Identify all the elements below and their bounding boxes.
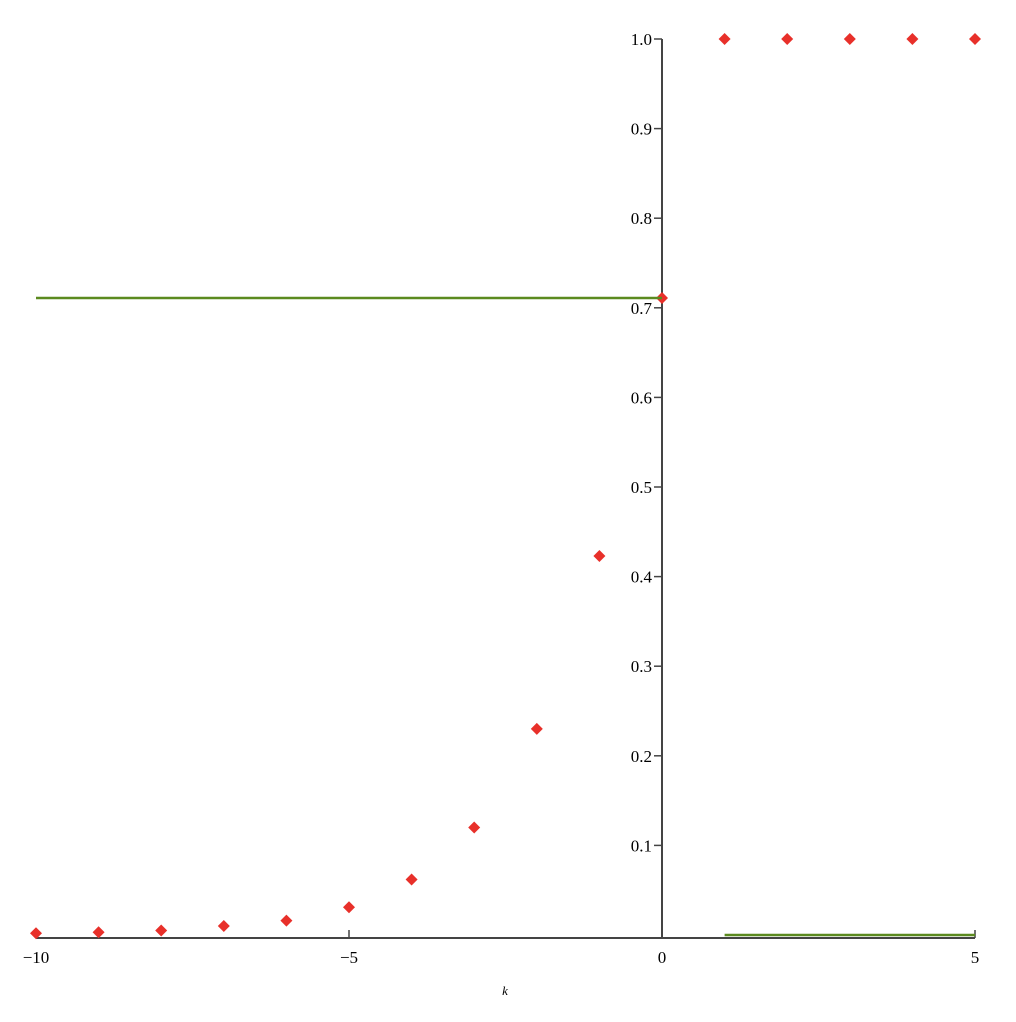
y-tick-label: 0.9 <box>631 120 652 139</box>
point <box>843 33 856 45</box>
y-tick-label: 0.8 <box>631 209 652 228</box>
x-axis-label: k <box>502 983 508 998</box>
y-tick-label: 0.6 <box>631 388 652 407</box>
y-tick-label: 0.4 <box>631 568 653 587</box>
y-tick-label: 1.0 <box>631 30 652 49</box>
point <box>217 920 230 933</box>
point <box>530 722 543 735</box>
point <box>468 821 481 834</box>
point <box>280 914 293 927</box>
y-tick-label: 0.1 <box>631 836 652 855</box>
y-tick-label: 0.5 <box>631 478 652 497</box>
point <box>593 549 606 562</box>
x-tick-label: −10 <box>23 948 50 967</box>
x-tick-label: 0 <box>658 948 667 967</box>
point <box>92 926 105 939</box>
y-tick-label: 0.3 <box>631 657 652 676</box>
point <box>781 33 794 45</box>
y-tick-label: 0.7 <box>631 299 653 318</box>
x-tick-label: 5 <box>971 948 980 967</box>
point <box>906 33 919 45</box>
point <box>718 33 731 45</box>
point <box>155 924 168 937</box>
point <box>30 927 42 940</box>
y-tick-label: 0.2 <box>631 747 652 766</box>
point <box>969 33 981 45</box>
point <box>405 873 418 886</box>
x-tick-label: −5 <box>340 948 358 967</box>
point <box>343 901 355 914</box>
